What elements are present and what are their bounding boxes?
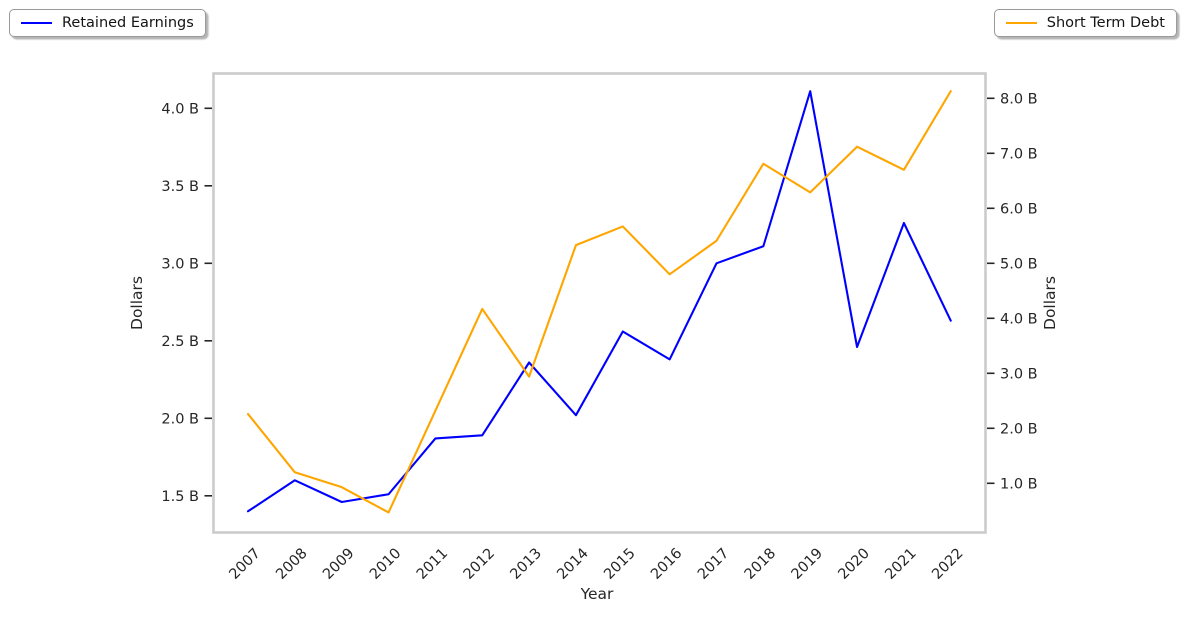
right-tick-label: 1.0 B <box>1000 476 1038 492</box>
x-tick-label: 2017 <box>695 545 732 582</box>
right-tick-label: 7.0 B <box>1000 146 1038 162</box>
x-tick-label: 2009 <box>320 545 357 582</box>
x-tick-label: 2015 <box>601 545 638 582</box>
short-term-debt-legend-line <box>1005 22 1037 24</box>
retained-earnings-legend-line <box>21 22 52 24</box>
right-tick-label: 8.0 B <box>1000 91 1038 107</box>
x-tick-label: 2022 <box>929 545 966 582</box>
left-tick-label: 3.0 B <box>161 256 199 272</box>
retained-earnings-line <box>246 90 952 513</box>
x-axis-title: Year <box>580 585 614 603</box>
left-tick-label: 2.5 B <box>161 334 199 350</box>
left-axis-title: Dollars <box>128 276 146 330</box>
legend-retained-earnings: Retained Earnings <box>9 9 206 37</box>
left-tick-label: 3.5 B <box>161 179 199 195</box>
x-tick-label: 2018 <box>742 545 779 582</box>
x-tick-label: 2010 <box>367 545 404 582</box>
short-term-debt-line <box>246 90 952 514</box>
x-tick-label: 2020 <box>836 545 873 582</box>
x-tick-label: 2011 <box>414 545 451 582</box>
left-tick-label: 1.5 B <box>161 489 199 505</box>
right-tick-label: 3.0 B <box>1000 366 1038 382</box>
x-tick-label: 2008 <box>273 545 310 582</box>
plot-frame <box>212 72 987 534</box>
legend-short-term-debt-label: Short Term Debt <box>1046 15 1165 31</box>
right-axis-title: Dollars <box>1041 276 1059 330</box>
right-tick-label: 4.0 B <box>1000 311 1038 327</box>
legend-short-term-debt: Short Term Debt <box>993 9 1177 37</box>
x-tick-label: 2014 <box>554 545 591 582</box>
right-tick-label: 2.0 B <box>1000 421 1038 437</box>
x-tick-label: 2019 <box>789 545 826 582</box>
left-tick-label: 4.0 B <box>161 101 199 117</box>
x-tick-label: 2007 <box>226 545 263 582</box>
left-tick-label: 2.0 B <box>161 411 199 427</box>
right-tick-label: 5.0 B <box>1000 256 1038 272</box>
x-tick-label: 2016 <box>648 545 685 582</box>
legend-retained-earnings-label: Retained Earnings <box>62 15 194 31</box>
x-tick-label: 2021 <box>882 545 919 582</box>
x-tick-label: 2012 <box>461 545 498 582</box>
right-tick-label: 6.0 B <box>1000 201 1038 217</box>
x-tick-label: 2013 <box>508 545 545 582</box>
